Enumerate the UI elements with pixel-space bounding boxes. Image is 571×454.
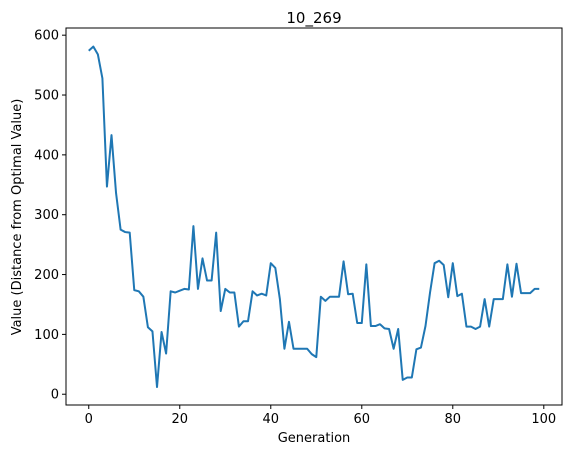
y-axis-label: Value (Distance from Optimal Value) [10,99,25,336]
y-tick-label: 500 [34,89,59,104]
plot-area [65,27,563,406]
x-tick-label: 40 [262,412,279,427]
y-tick-label: 200 [34,268,59,283]
x-tick-label: 20 [171,412,188,427]
y-tick-label: 100 [34,328,59,343]
series-line-0 [88,45,540,389]
y-tick-label: 300 [34,208,59,223]
y-tick-label: 400 [34,148,59,163]
x-tick-label: 80 [445,412,462,427]
y-tick-label: 0 [51,388,59,403]
chart-title: 10_269 [286,9,341,28]
x-axis-ticks: 0 20 40 60 80 100 [85,405,556,427]
x-tick-label: 0 [85,412,93,427]
x-axis-label: Generation [278,431,351,446]
x-tick-label: 100 [531,412,556,427]
plot-frame [65,27,563,406]
x-tick-label: 60 [354,412,371,427]
y-tick-label: 600 [34,29,59,44]
y-axis-ticks: 0 100 200 300 400 500 600 [34,29,66,403]
